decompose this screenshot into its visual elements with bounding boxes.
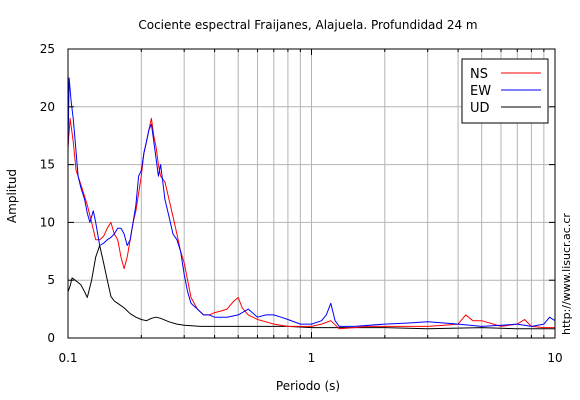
series-line-ew [67, 77, 556, 327]
legend-label-ns: NS [470, 67, 488, 82]
y-tick-label: 5 [47, 273, 55, 287]
legend-box [461, 58, 549, 124]
plot-series [67, 77, 556, 330]
x-tick-label: 0.1 [58, 351, 77, 365]
legend: NS EW UD [461, 58, 549, 124]
series-line-ns [67, 117, 555, 330]
series-line-ud [67, 245, 555, 330]
y-tick-label: 10 [40, 215, 55, 229]
x-tick-label: 10 [547, 351, 562, 365]
x-tick-label: 1 [308, 351, 316, 365]
axis-ticks: 0 5 10 15 20 25 0.1 1 10 [40, 42, 563, 365]
x-axis-label: Periodo (s) [276, 379, 340, 393]
y-tick-label: 15 [40, 158, 55, 172]
legend-label-ud: UD [470, 101, 490, 116]
y-axis-label: Amplitud [5, 169, 19, 223]
y-tick-label: 0 [47, 331, 55, 345]
credit-url: http://www.lisucr.ac.cr [560, 213, 573, 335]
y-tick-label: 20 [40, 100, 55, 114]
y-tick-label: 25 [40, 42, 55, 56]
chart-title: Cociente espectral Fraijanes, Alajuela. … [138, 18, 477, 32]
legend-label-ew: EW [470, 84, 491, 99]
